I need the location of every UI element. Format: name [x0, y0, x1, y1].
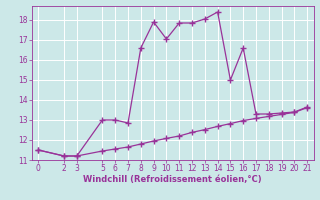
X-axis label: Windchill (Refroidissement éolien,°C): Windchill (Refroidissement éolien,°C)	[84, 175, 262, 184]
